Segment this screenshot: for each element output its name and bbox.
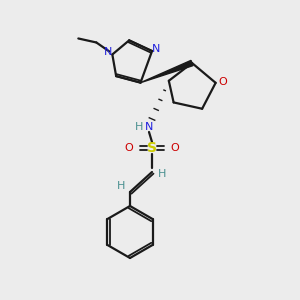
Text: N: N (152, 44, 160, 54)
Text: O: O (218, 77, 227, 87)
Text: N: N (145, 122, 153, 132)
Text: O: O (171, 143, 179, 153)
Text: H: H (135, 122, 143, 132)
Text: N: N (104, 47, 112, 58)
Text: S: S (147, 141, 157, 155)
Text: H: H (158, 169, 166, 179)
Text: H: H (117, 181, 125, 191)
Polygon shape (140, 60, 193, 83)
Text: O: O (124, 143, 134, 153)
